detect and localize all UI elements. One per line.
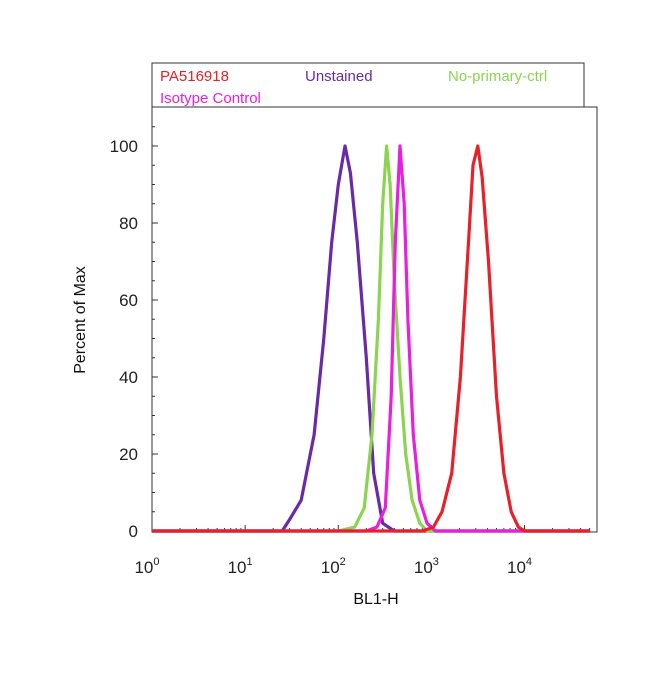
x-axis-title: BL1-H [353, 591, 398, 608]
y-axis: 0 20 40 60 80 100 [110, 126, 158, 541]
series-line-isotype-control [152, 144, 590, 533]
x-tick-label: 103 [414, 556, 439, 577]
legend-entry-isotype-control: Isotype Control [160, 90, 261, 107]
series-line-no-primary-ctrl [152, 144, 590, 533]
series-layer [152, 144, 590, 533]
x-tick-label: 101 [228, 556, 253, 577]
x-axis: 100 101 102 103 104 [134, 525, 598, 577]
y-tick-label: 80 [119, 214, 138, 233]
legend-entry-no-primary-ctrl: No-primary-ctrl [448, 68, 547, 85]
y-tick-label: 40 [119, 368, 138, 387]
series-line-unstained [152, 144, 590, 533]
y-tick-label: 0 [129, 522, 138, 541]
y-tick-label: 100 [110, 137, 138, 156]
legend-entry-unstained: Unstained [305, 68, 373, 85]
legend-entry-pa516918: PA516918 [160, 68, 229, 85]
y-axis-title: Percent of Max [72, 266, 89, 374]
y-tick-label: 60 [119, 291, 138, 310]
legend-box [151, 62, 585, 108]
y-tick-label: 20 [119, 445, 138, 464]
x-tick-label: 100 [134, 556, 159, 577]
series-line-pa516918 [152, 144, 590, 533]
x-tick-label: 104 [507, 556, 532, 577]
x-tick-label: 102 [321, 556, 346, 577]
